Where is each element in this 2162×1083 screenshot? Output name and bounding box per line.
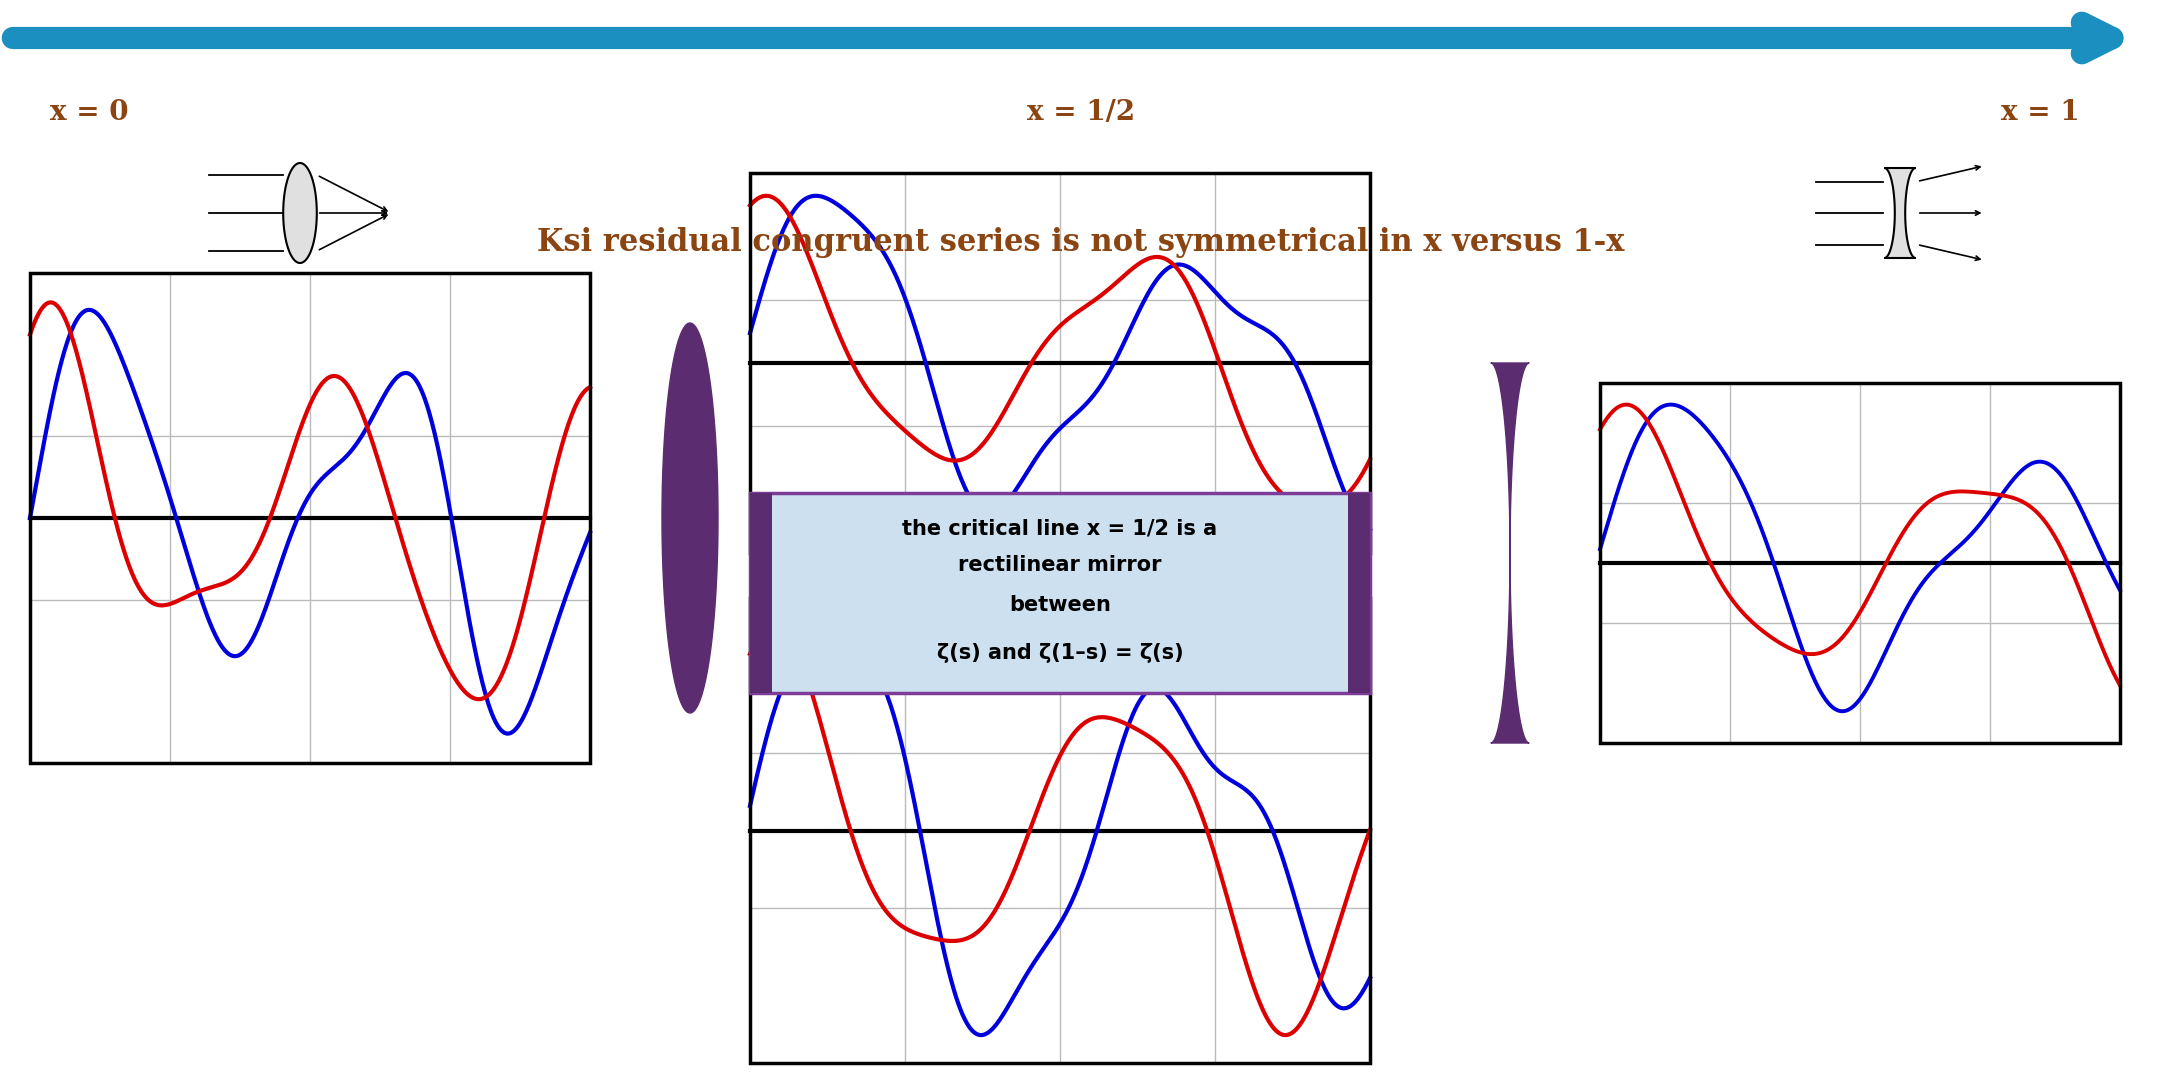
Text: between: between [1010,595,1111,615]
Text: Ksi residual congruent series is not symmetrical in x versus 1-x: Ksi residual congruent series is not sym… [538,227,1624,259]
Bar [750,173,1371,553]
Text: x = 1: x = 1 [2002,100,2080,127]
Bar [1600,383,2121,743]
Bar [750,493,772,693]
Text: x = 1/2: x = 1/2 [1027,100,1135,127]
Polygon shape [283,164,318,263]
Text: x = 0: x = 0 [50,100,128,127]
Bar [1600,383,2121,743]
Polygon shape [662,323,718,713]
Text: rectilinear mirror: rectilinear mirror [958,554,1161,575]
Bar [750,598,1371,1064]
Text: the critical line x = 1/2 is a: the critical line x = 1/2 is a [902,519,1217,539]
Bar [30,273,590,764]
Bar [750,493,1371,693]
Bar [750,173,1371,553]
Polygon shape [1885,168,1916,258]
Text: ζ(s) and ζ(1–s) = ζ̅(s): ζ(s) and ζ(1–s) = ζ̅(s) [936,643,1183,663]
Bar [1347,493,1371,693]
Polygon shape [1492,363,1529,743]
Bar [30,273,590,764]
Bar [750,598,1371,1064]
